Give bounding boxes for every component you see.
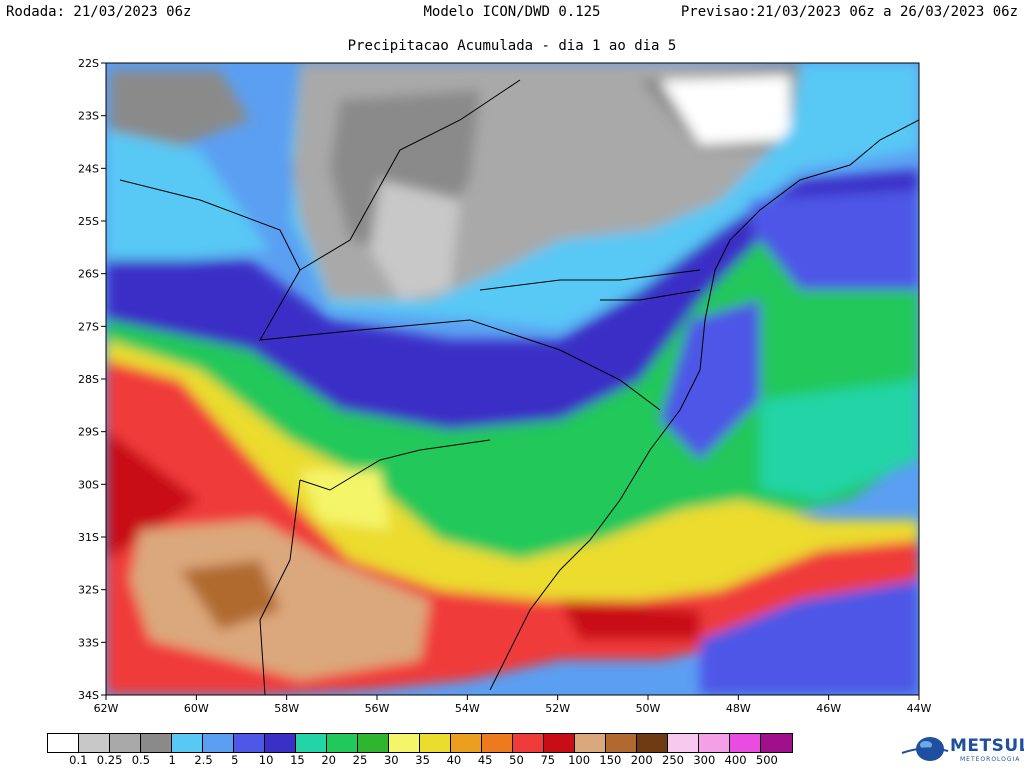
lon-tick-label: 54W [455, 702, 480, 715]
legend-color-box [606, 734, 637, 752]
lon-tick-label: 46W [816, 702, 841, 715]
legend-label: 45 [477, 753, 493, 767]
legend-color-box [761, 734, 792, 752]
legend-color-box [451, 734, 482, 752]
legend-color-box [172, 734, 203, 752]
legend-color-box [513, 734, 544, 752]
lon-tick-label: 58W [274, 702, 299, 715]
lon-tick-label: 48W [726, 702, 751, 715]
legend-color-box [544, 734, 575, 752]
legend-label: 50 [509, 753, 524, 767]
model-name-label: Modelo ICON/DWD 0.125 [423, 4, 601, 20]
lat-tick-label: 29S [78, 426, 99, 439]
lat-tick-label: 31S [78, 531, 99, 544]
precip-field [106, 63, 919, 695]
legend-color-box [141, 734, 172, 752]
logo-subtitle: METEOROLOGIA [960, 756, 1021, 763]
legend-color-box [79, 734, 110, 752]
legend-label: 40 [446, 753, 462, 767]
lat-tick-label: 30S [78, 478, 99, 491]
legend-color-box [389, 734, 420, 752]
legend-label: 200 [630, 753, 653, 767]
lon-tick-label: 50W [636, 702, 661, 715]
legend-color-box [110, 734, 141, 752]
legend-label: 150 [599, 753, 622, 767]
legend-label: 300 [693, 753, 716, 767]
legend-color-box [668, 734, 699, 752]
legend-label: 75 [540, 753, 556, 767]
legend-label: 0.25 [96, 753, 123, 767]
legend-label: 10 [258, 753, 274, 767]
legend-color-box [203, 734, 234, 752]
run-time-label: Rodada: 21/03/2023 06z [6, 4, 192, 20]
map-subtitle: Precipitacao Acumulada - dia 1 ao dia 5 [347, 38, 677, 54]
legend-label: 250 [662, 753, 684, 767]
legend-label: 0.5 [131, 753, 151, 767]
lat-tick-label: 22S [78, 57, 99, 70]
legend-color-box [699, 734, 730, 752]
legend-label: 25 [352, 753, 368, 767]
legend-label: 400 [724, 753, 747, 767]
legend-label: 30 [383, 753, 399, 767]
lon-tick-label: 44W [907, 702, 932, 715]
forecast-period-label: Previsao:21/03/2023 06z a 26/03/2023 06z [680, 4, 1018, 20]
legend-color-box [327, 734, 358, 752]
lat-tick-label: 34S [78, 689, 99, 702]
lat-tick-label: 33S [78, 636, 99, 649]
lat-tick-label: 27S [78, 320, 99, 333]
lat-tick-label: 23S [78, 110, 99, 123]
lat-tick-label: 32S [78, 584, 99, 597]
lat-tick-label: 24S [78, 162, 99, 175]
lat-tick-label: 28S [78, 373, 99, 386]
legend-label: 100 [568, 753, 591, 767]
legend-color-box [234, 734, 265, 752]
lon-tick-label: 62W [94, 702, 119, 715]
logo-name: METSUL [950, 736, 1024, 756]
precipitation-legend [47, 733, 793, 753]
legend-label: 20 [321, 753, 337, 767]
legend-color-box [420, 734, 451, 752]
legend-color-box [730, 734, 761, 752]
legend-label: 0.1 [69, 753, 88, 767]
lat-tick-label: 26S [78, 268, 99, 281]
legend-color-box [265, 734, 296, 752]
longitude-axis: 62W 60W 58W 56W 54W 52W 50W 48W 46W 44W [94, 695, 932, 715]
precipitation-map: 22S23S24S25S26S27S28S29S30S31S32S33S34S … [78, 57, 932, 715]
lon-tick-label: 56W [365, 702, 390, 715]
lon-tick-label: 60W [184, 702, 209, 715]
metsul-logo: METSUL METEOROLOGIA [900, 731, 1024, 767]
legend-label: 1 [168, 753, 176, 767]
legend-labels: 0.1 0.25 0.5 1 2.5 5 10 15 20 25 30 35 40 45 50 75 100 15… [47, 753, 847, 767]
globe-icon [901, 737, 949, 761]
latitude-axis: 22S 23S 24S 25S 26S 27S 28S 29S 30S 31S 32S 33S 34S [78, 57, 106, 702]
lon-tick-label: 52W [545, 702, 570, 715]
legend-label: 5 [231, 753, 239, 767]
lat-tick-label: 25S [78, 215, 99, 228]
legend-color-box [358, 734, 389, 752]
legend-label: 35 [415, 753, 430, 767]
legend-label: 500 [755, 753, 778, 767]
legend-color-box [48, 734, 79, 752]
legend-color-box [575, 734, 606, 752]
legend-color-box [296, 734, 327, 752]
legend-label: 2.5 [194, 753, 213, 767]
legend-color-box [637, 734, 668, 752]
legend-color-box [482, 734, 513, 752]
legend-label: 15 [290, 753, 305, 767]
